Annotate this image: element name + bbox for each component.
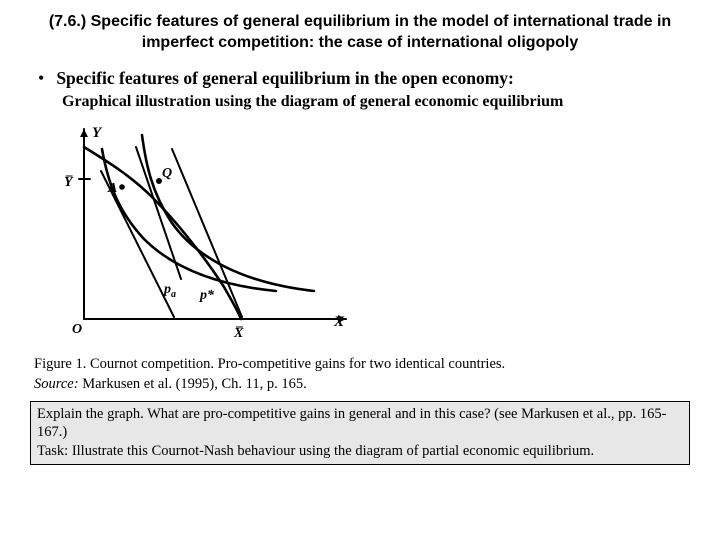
task-box: Explain the graph. What are pro-competit… xyxy=(30,401,690,466)
bullet-glyph: • xyxy=(38,68,44,90)
task-line1: Explain the graph. What are pro-competit… xyxy=(37,405,683,443)
equilibrium-diagram: YXOY̅X̅AQpap* xyxy=(46,119,692,349)
svg-text:Y: Y xyxy=(92,125,103,141)
figure-caption: Figure 1. Cournot competition. Pro-compe… xyxy=(34,355,686,394)
page-title: (7.6.) Specific features of general equi… xyxy=(28,12,692,54)
svg-text:O: O xyxy=(72,322,82,337)
svg-text:Q: Q xyxy=(162,166,172,181)
caption-source-label: Source: xyxy=(34,376,79,392)
svg-text:X̅: X̅ xyxy=(233,325,244,341)
bullet-subline: Graphical illustration using the diagram… xyxy=(62,93,686,111)
task-line2: Task: Illustrate this Cournot-Nash behav… xyxy=(37,442,683,461)
svg-text:p*: p* xyxy=(199,288,215,303)
svg-text:A: A xyxy=(107,181,117,196)
bullet-item: • Specific features of general equilibri… xyxy=(34,68,686,90)
bullet-text: Specific features of general equilibrium… xyxy=(56,68,514,90)
caption-line1: Figure 1. Cournot competition. Pro-compe… xyxy=(34,356,505,372)
caption-source-rest: Markusen et al. (1995), Ch. 11, p. 165. xyxy=(79,376,307,392)
svg-text:Y̅: Y̅ xyxy=(64,174,74,190)
svg-text:X: X xyxy=(333,314,345,330)
